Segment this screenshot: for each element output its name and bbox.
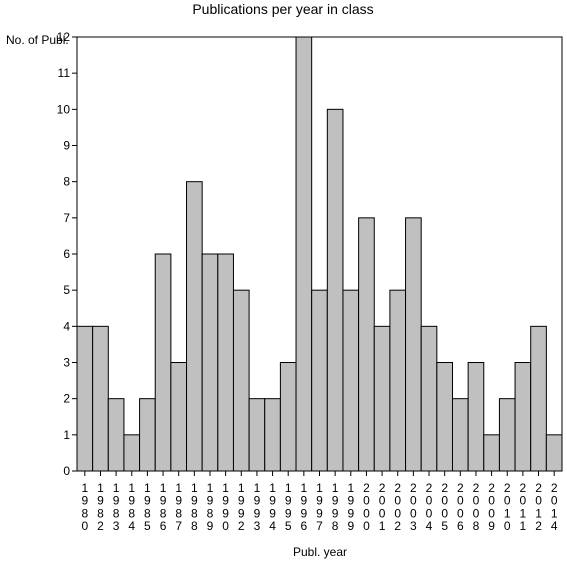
y-tick-label: 1 bbox=[63, 428, 70, 442]
bar-2004 bbox=[420, 325, 438, 472]
bar-1986 bbox=[154, 253, 172, 472]
x-ticks-group: 1 9 8 0 1 9 8 2 1 9 8 3 1 9 8 4 1 9 8 5 1 9 8 6 1 9 8 7 1 9 8 8 1 9 8 9 1 9 9 0… bbox=[81, 471, 558, 533]
bar-1989 bbox=[201, 253, 219, 472]
bar-2008 bbox=[467, 362, 485, 472]
bar-1984 bbox=[123, 434, 141, 472]
bar-2001 bbox=[373, 325, 391, 472]
bar-2002 bbox=[389, 289, 407, 472]
bar-1990 bbox=[217, 253, 234, 472]
chart-title: Publications per year in class bbox=[192, 1, 373, 17]
y-tick-label: 6 bbox=[63, 247, 70, 261]
bar-2009 bbox=[483, 434, 500, 472]
y-axis-label: No. of Publ. bbox=[6, 33, 69, 47]
y-tick-label: 10 bbox=[57, 102, 71, 116]
bar-2012 bbox=[530, 325, 547, 472]
y-tick-label: 11 bbox=[58, 66, 71, 80]
bar-1983 bbox=[107, 398, 125, 472]
bar-2010 bbox=[498, 398, 516, 472]
bar-1980 bbox=[76, 325, 94, 472]
x-axis-label: Publ. year bbox=[293, 545, 347, 559]
plot-frame bbox=[76, 36, 563, 472]
bar-1997 bbox=[311, 289, 328, 472]
bars-group bbox=[76, 36, 563, 472]
bar-2003 bbox=[405, 217, 422, 472]
y-tick-label: 9 bbox=[63, 139, 70, 153]
bar-2011 bbox=[514, 362, 532, 472]
bar-1994 bbox=[264, 398, 281, 472]
bar-1996 bbox=[295, 36, 313, 472]
bar-1998 bbox=[326, 108, 344, 472]
y-tick-label: 3 bbox=[63, 356, 70, 370]
bar-1999 bbox=[342, 289, 360, 472]
bar-1988 bbox=[186, 181, 203, 472]
bar-2005 bbox=[436, 362, 453, 472]
bar-1992 bbox=[232, 289, 250, 472]
bar-2006 bbox=[451, 398, 469, 472]
y-tick-label: 7 bbox=[63, 211, 70, 225]
bar-2014 bbox=[545, 434, 563, 472]
y-tick-label: 4 bbox=[63, 319, 70, 333]
bar-2000 bbox=[358, 217, 375, 472]
bar-1995 bbox=[279, 362, 297, 472]
bar-1982 bbox=[92, 325, 109, 472]
y-tick-label: 8 bbox=[63, 175, 70, 189]
y-tick-label: 5 bbox=[63, 283, 70, 297]
y-tick-label: 0 bbox=[63, 464, 70, 478]
bar-1985 bbox=[139, 398, 156, 472]
y-tick-label: 2 bbox=[63, 392, 70, 406]
bar-1987 bbox=[170, 362, 188, 472]
bar-1993 bbox=[248, 398, 266, 472]
y-tick-label: 12 bbox=[57, 30, 71, 44]
